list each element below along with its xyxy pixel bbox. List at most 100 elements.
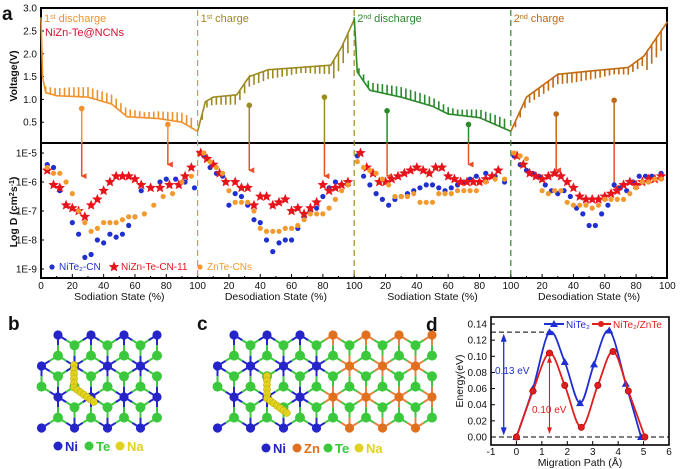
point-NiZn-Te-CN-11 <box>129 173 141 184</box>
point-NiZn-Te-CN-11 <box>242 182 253 193</box>
te-atom <box>229 371 239 382</box>
te-atom <box>344 340 355 351</box>
zn-atom <box>328 330 338 340</box>
point-NiZn-Te-CN-11 <box>54 182 65 193</box>
point-NiTe₂-CN <box>436 185 442 191</box>
ni-atom <box>53 392 63 402</box>
point-ZnTe-CNs <box>423 199 429 205</box>
ni-atom <box>295 392 305 402</box>
point-ZnTe-CNs <box>639 179 645 185</box>
point-NiZn-Te-CN-11 <box>630 179 642 190</box>
legend-atom-label: Ni <box>273 441 286 456</box>
arrow-dot <box>165 121 171 128</box>
point-ZnTe-CNs <box>454 188 461 194</box>
point-NiZn-Te-CN-11 <box>342 176 354 187</box>
point-ZnTe-CNs <box>63 179 69 185</box>
point-NiZn-Te-CN-11 <box>330 182 341 193</box>
point-NiTe₂-CN <box>567 193 573 200</box>
point-ZnTe-CNs <box>595 202 602 208</box>
y-tick-label: 0.08 <box>468 368 488 379</box>
segment-ordinal: 1 <box>201 13 207 25</box>
logd-tick-label: 1E-9 <box>16 265 38 276</box>
voltage-curve-2 <box>353 17 512 133</box>
point-ZnTe-CNs <box>332 196 339 202</box>
point-ZnTe-CNs <box>57 170 63 176</box>
barrier-label-nite2-znte: 0.10 eV <box>532 405 567 416</box>
point-NiZn-Te-CN-11 <box>220 176 231 187</box>
point-NiTe₂-CN <box>232 191 238 197</box>
te-atom <box>427 371 437 382</box>
voltage-tick-label: 3.0 <box>23 4 37 15</box>
legend-atom-zn <box>292 443 302 453</box>
x-tick-label: 40 <box>98 281 110 292</box>
arrow-dot <box>321 94 328 100</box>
point-ZnTe-CNs <box>492 176 498 182</box>
ni-atom <box>69 423 80 433</box>
point-ZnTe-CNs <box>282 225 288 231</box>
te-atom <box>344 402 355 413</box>
logd-axis-title-part: -1 <box>9 180 16 186</box>
point-NiZn-Te-CN-11 <box>518 159 529 169</box>
point-NiTe₂-CN <box>257 220 263 226</box>
te-atom <box>36 381 47 392</box>
point-NiZn-Te-CN-11 <box>164 179 175 190</box>
point-ZnTe-CNs <box>589 205 595 211</box>
te-atom <box>328 350 338 361</box>
voltage-curve-1 <box>196 19 355 132</box>
point-ZnTe-CNs <box>75 208 82 214</box>
te-atom <box>394 371 404 382</box>
logd-axis-title-part: ) <box>8 177 20 181</box>
voltage-tick-label: 0.5 <box>23 118 37 129</box>
data-point <box>545 328 554 336</box>
legend-atom-label: Ni <box>65 439 78 454</box>
data-point <box>576 399 585 407</box>
point-ZnTe-CNs <box>82 220 88 226</box>
point-NiZn-Te-CN-11 <box>436 162 448 172</box>
te-atom <box>394 350 404 361</box>
point-ZnTe-CNs <box>201 150 207 156</box>
data-point <box>529 387 537 395</box>
segment-ordinal: 2 <box>514 13 520 25</box>
point-NiTe₂-CN <box>386 202 392 208</box>
x-tick-label: -1 <box>487 447 496 458</box>
point-ZnTe-CNs <box>88 228 94 234</box>
point-NiZn-Te-CN-11 <box>593 193 604 204</box>
point-ZnTe-CNs <box>483 179 489 185</box>
point-NiTe₂-CN <box>69 220 75 226</box>
segment-label: 2nd charge <box>514 13 565 25</box>
point-ZnTe-CNs <box>608 196 614 202</box>
point-NiZn-Te-CN-11 <box>367 167 379 178</box>
point-NiZn-Te-CN-11 <box>173 179 184 190</box>
legend-atom-label: Zn <box>304 441 320 456</box>
te-atom <box>427 350 437 361</box>
point-NiZn-Te-CN-11 <box>267 199 278 210</box>
te-atom <box>410 340 421 351</box>
x-tick-label: 60 <box>129 281 141 292</box>
zn-atom <box>361 330 371 340</box>
point-NiZn-Te-CN-11 <box>355 147 366 158</box>
logd-axis-title-part: s <box>8 186 20 192</box>
te-atom <box>410 402 421 413</box>
legend-label: ZnTe-CNs <box>207 262 252 273</box>
legend-label: NiTe₂-CN <box>59 262 101 273</box>
point-NiTe₂-CN <box>270 249 276 255</box>
point-ZnTe-CNs <box>295 222 301 229</box>
ni-atom <box>278 423 289 433</box>
ni-atom <box>119 330 129 340</box>
zn-atom <box>344 423 355 433</box>
zn-atom <box>394 330 404 340</box>
point-ZnTe-CNs <box>132 214 138 220</box>
point-NiTe₂-CN <box>360 173 367 179</box>
x-tick-label: 80 <box>161 281 173 292</box>
ni-atom <box>36 423 47 433</box>
point-ZnTe-CNs <box>392 193 398 200</box>
te-atom <box>295 350 305 361</box>
point-ZnTe-CNs <box>50 170 57 176</box>
point-NiZn-Te-CN-11 <box>405 164 416 175</box>
point-ZnTe-CNs <box>461 188 467 194</box>
point-ZnTe-CNs <box>238 199 245 205</box>
point-NiTe₂-CN <box>75 231 82 237</box>
point-NiTe₂-CN <box>592 222 598 229</box>
point-NiTe₂-CN <box>373 191 379 197</box>
point-NiZn-Te-CN-11 <box>461 176 473 187</box>
